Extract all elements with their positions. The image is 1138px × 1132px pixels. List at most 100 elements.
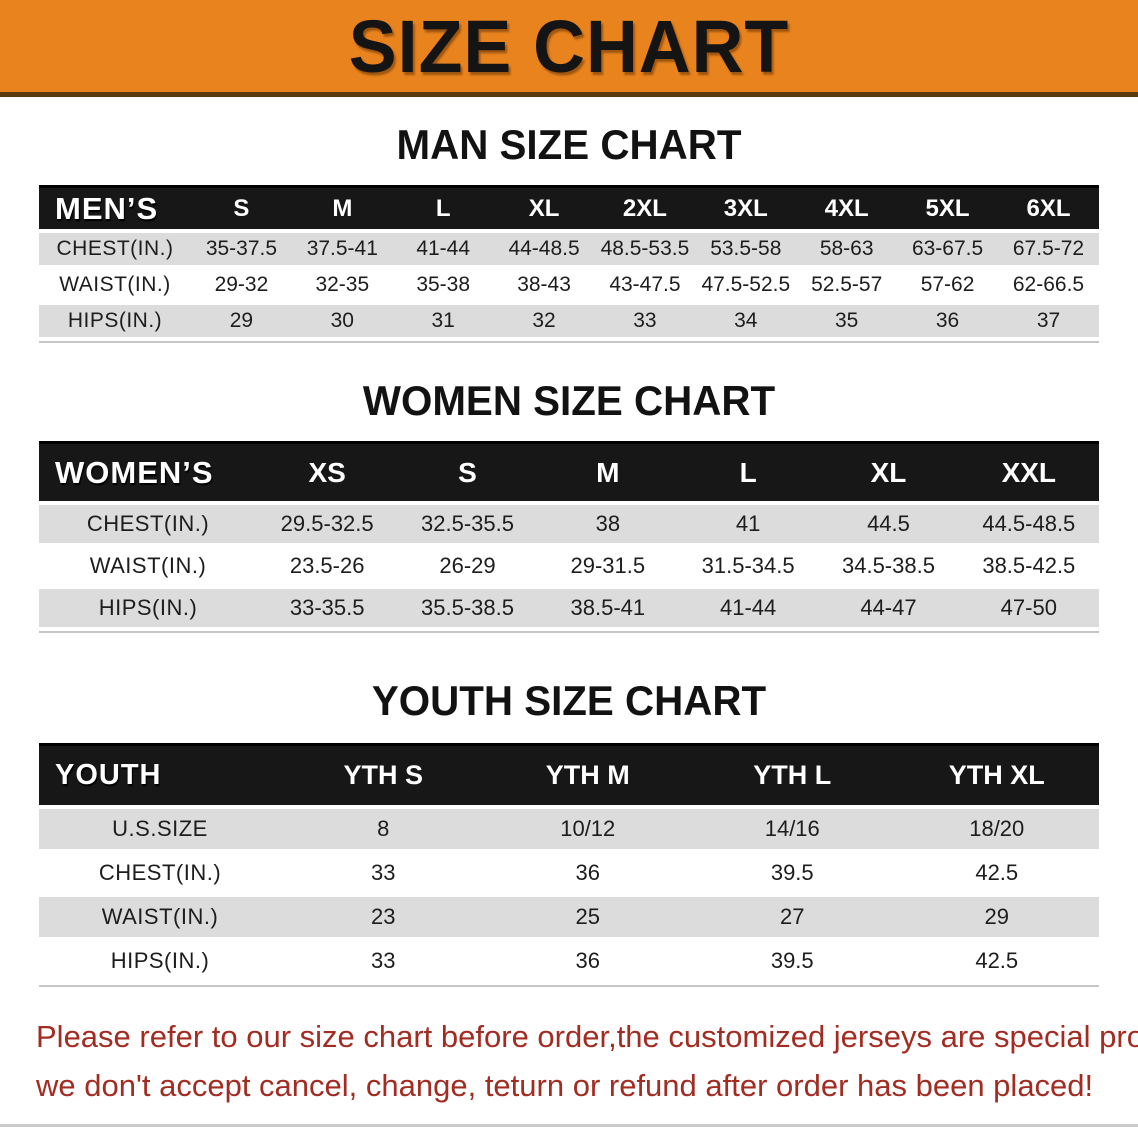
table-cell: 52.5-57 — [796, 269, 898, 301]
table-cell: 41 — [677, 505, 819, 543]
size-column-header: XL — [818, 441, 959, 501]
banner-title: SIZE CHART — [348, 4, 790, 88]
table-cell: 34.5-38.5 — [818, 547, 959, 585]
table-cell: 39.5 — [690, 853, 895, 893]
table-cell: 29.5-32.5 — [257, 505, 398, 543]
table-cell: 32.5-35.5 — [397, 505, 538, 543]
size-column-header: 6XL — [998, 185, 1099, 229]
table-cell: 38-43 — [493, 269, 595, 301]
size-column-header: S — [191, 185, 292, 229]
table-cell: 31.5-34.5 — [677, 547, 819, 585]
measurement-row-label: WAIST(IN.) — [39, 897, 281, 937]
table-cell: 47-50 — [958, 589, 1099, 627]
measurement-row-label: HIPS(IN.) — [39, 589, 257, 627]
table-row: WAIST(IN.) 29-32 32-35 35-38 38-43 43-47.5 47.… — [39, 269, 1099, 301]
table-cell: 53.5-58 — [695, 233, 797, 265]
table-group-label: WOMEN’S — [39, 441, 257, 501]
table-group-label: YOUTH — [39, 743, 281, 805]
size-column-header: 2XL — [594, 185, 696, 229]
table-cell: 62-66.5 — [998, 269, 1099, 301]
size-column-header: XXL — [958, 441, 1099, 501]
youth-section-heading: YOUTH SIZE CHART — [371, 677, 767, 724]
table-cell: 44-48.5 — [493, 233, 595, 265]
men-size-section: MAN SIZE CHART MEN’S S M L XL 2XL 3XL 4XL 5XL 6XL… — [0, 121, 1138, 343]
size-column-header: XS — [257, 441, 398, 501]
table-cell: 33-35.5 — [257, 589, 398, 627]
size-column-header: YTH L — [690, 743, 895, 805]
youth-size-table: YOUTH YTH S YTH M YTH L YTH XL U.S.SIZE 8 10/12… — [39, 739, 1099, 987]
table-cell: 48.5-53.5 — [594, 233, 696, 265]
size-column-header: YTH S — [281, 743, 486, 805]
table-cell: 36 — [485, 941, 690, 981]
women-size-table: WOMEN’S XS S M L XL XXL CHEST(IN.) 29.5-32.5 32.5… — [39, 437, 1099, 633]
size-column-header: YTH M — [485, 743, 690, 805]
table-cell: 33 — [281, 941, 486, 981]
men-section-heading: MAN SIZE CHART — [396, 121, 742, 168]
table-cell: 25 — [485, 897, 690, 937]
table-cell: 23 — [281, 897, 486, 937]
table-cell: 29-31.5 — [537, 547, 678, 585]
size-column-header: YTH XL — [894, 743, 1099, 805]
table-cell: 32 — [493, 305, 595, 337]
table-cell: 27 — [690, 897, 895, 937]
order-notice: Please refer to our size chart before or… — [36, 1013, 1138, 1111]
measurement-row-label: WAIST(IN.) — [39, 547, 257, 585]
table-cell: 29 — [191, 305, 292, 337]
table-row: WAIST(IN.) 23.5-26 26-29 29-31.5 31.5-34.5 34… — [39, 547, 1099, 585]
table-cell: 42.5 — [894, 853, 1099, 893]
table-cell: 42.5 — [894, 941, 1099, 981]
men-size-table: MEN’S S M L XL 2XL 3XL 4XL 5XL 6XL CHEST(IN.) 35-37… — [39, 181, 1099, 343]
measurement-row-label: U.S.SIZE — [39, 809, 281, 849]
size-table: MEN’S S M L XL 2XL 3XL 4XL 5XL 6XL CHEST(IN.) 35-37… — [39, 181, 1099, 341]
women-section-heading: WOMEN SIZE CHART — [362, 377, 776, 424]
table-cell: 41-44 — [677, 589, 819, 627]
size-column-header: M — [291, 185, 393, 229]
measurement-row-label: HIPS(IN.) — [39, 305, 191, 337]
table-cell: 32-35 — [291, 269, 393, 301]
table-cell: 37.5-41 — [291, 233, 393, 265]
youth-size-section: YOUTH SIZE CHART YOUTH YTH S YTH M YTH L YTH… — [0, 677, 1138, 987]
table-cell: 43-47.5 — [594, 269, 696, 301]
table-cell: 36 — [485, 853, 690, 893]
notice-line-1: Please refer to our size chart before or… — [36, 1019, 1138, 1054]
table-row: HIPS(IN.) 33-35.5 35.5-38.5 38.5-41 41-44 44-… — [39, 589, 1099, 627]
banner: SIZE CHART — [0, 0, 1138, 97]
table-row: WAIST(IN.) 23 25 27 29 — [39, 897, 1099, 937]
table-cell: 30 — [291, 305, 393, 337]
table-row: U.S.SIZE 8 10/12 14/16 18/20 — [39, 809, 1099, 849]
table-cell: 47.5-52.5 — [695, 269, 797, 301]
table-cell: 57-62 — [897, 269, 998, 301]
size-column-header: 4XL — [796, 185, 898, 229]
table-cell: 34 — [695, 305, 797, 337]
table-cell: 33 — [594, 305, 696, 337]
table-cell: 29-32 — [191, 269, 292, 301]
table-cell: 41-44 — [392, 233, 494, 265]
size-table: YOUTH YTH S YTH M YTH L YTH XL U.S.SIZE 8 10/12… — [39, 739, 1099, 985]
table-cell: 23.5-26 — [257, 547, 398, 585]
measurement-row-label: WAIST(IN.) — [39, 269, 191, 301]
table-row: CHEST(IN.) 29.5-32.5 32.5-35.5 38 41 44.5 44.5… — [39, 505, 1099, 543]
size-column-header: L — [392, 185, 494, 229]
size-column-header: 3XL — [695, 185, 797, 229]
table-cell: 33 — [281, 853, 486, 893]
measurement-row-label: CHEST(IN.) — [39, 853, 281, 893]
table-cell: 35 — [796, 305, 898, 337]
size-column-header: L — [677, 441, 819, 501]
table-cell: 38 — [537, 505, 678, 543]
notice-line-2: we don't accept cancel, change, teturn o… — [36, 1067, 1094, 1103]
size-table: WOMEN’S XS S M L XL XXL CHEST(IN.) 29.5-32.5 32.5… — [39, 437, 1099, 631]
table-cell: 38.5-41 — [537, 589, 678, 627]
table-cell: 44-47 — [818, 589, 959, 627]
table-cell: 44.5 — [818, 505, 959, 543]
table-cell: 31 — [392, 305, 494, 337]
table-cell: 26-29 — [397, 547, 538, 585]
table-cell: 35.5-38.5 — [397, 589, 538, 627]
table-cell: 58-63 — [796, 233, 898, 265]
table-cell: 44.5-48.5 — [958, 505, 1099, 543]
table-row: CHEST(IN.) 35-37.5 37.5-41 41-44 44-48.5 48.5… — [39, 233, 1099, 265]
table-cell: 63-67.5 — [897, 233, 998, 265]
size-column-header: XL — [493, 185, 595, 229]
table-cell: 10/12 — [485, 809, 690, 849]
measurement-row-label: CHEST(IN.) — [39, 505, 257, 543]
